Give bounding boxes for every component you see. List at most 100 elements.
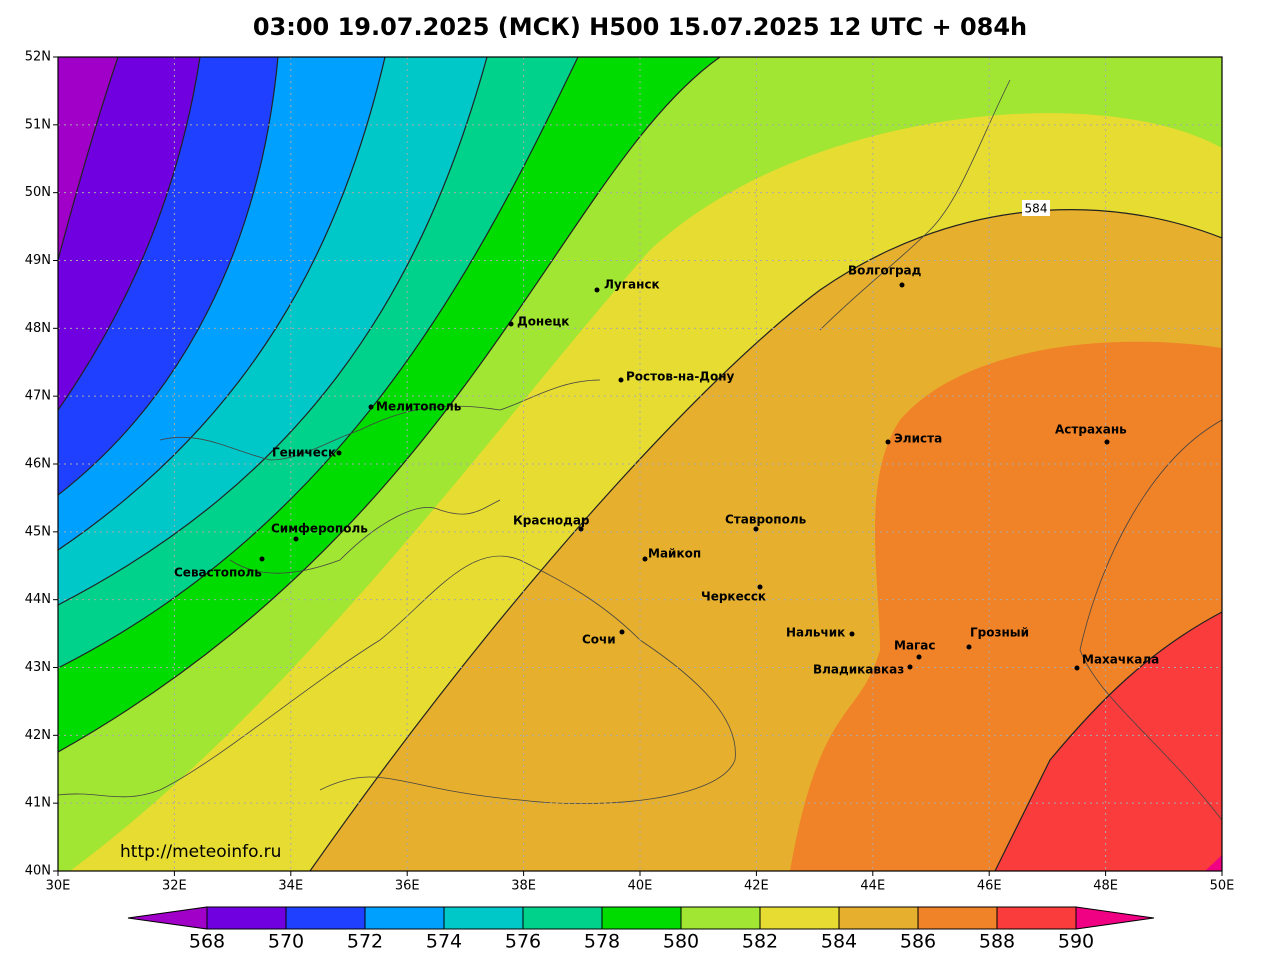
height-band	[1205, 855, 1222, 871]
city-dot	[642, 556, 648, 562]
colorbar-segment	[996, 906, 1077, 930]
lon-tick-label: 46E	[977, 879, 1002, 894]
lon-tick-label: 32E	[162, 879, 187, 894]
city-dot	[885, 439, 891, 445]
lat-tick-label: 47N	[25, 389, 51, 404]
lat-tick-label: 51N	[25, 117, 51, 132]
cities: Луганск Донецк Ростов-на-Дону Мелитополь Ген…	[174, 264, 1159, 677]
colorbar-segment	[364, 906, 445, 930]
city-label: Магас	[894, 639, 936, 653]
city-label: Астрахань	[1055, 423, 1127, 437]
city-label: Ставрополь	[725, 513, 807, 527]
colorbar: 568 570 572 574 576 578 580 582 584 586 588 590	[127, 906, 1155, 953]
city-label: Черкесск	[701, 590, 766, 604]
colorbar-arrow-high	[1075, 906, 1155, 930]
colorbar-label: 586	[900, 931, 936, 953]
city-label: Майкоп	[648, 547, 701, 561]
city-dot	[753, 526, 759, 532]
city-dot	[508, 321, 514, 327]
city-label: Донецк	[517, 315, 569, 329]
city-label: Сочи	[582, 633, 616, 647]
city-dot	[1104, 439, 1110, 445]
lon-tick-label: 50E	[1210, 879, 1235, 894]
city-dot	[336, 450, 342, 456]
contours	[58, 57, 1222, 871]
lon-tick-label: 40E	[628, 879, 653, 894]
lon-tick-label: 34E	[278, 879, 303, 894]
city-dot	[966, 644, 972, 650]
lat-tick-label: 42N	[25, 728, 51, 743]
colorbar-segment	[522, 906, 603, 930]
city-label: Симферополь	[271, 522, 368, 536]
colorbar-segment	[206, 906, 287, 930]
contour-label-bg	[1022, 200, 1050, 216]
city-label: Мелитополь	[376, 400, 462, 414]
lon-tick-label: 42E	[744, 879, 769, 894]
city-label: Ростов-на-Дону	[626, 370, 735, 384]
city-dot	[757, 584, 763, 590]
city-dot	[594, 287, 600, 293]
city-label: Севастополь	[174, 566, 262, 580]
colorbar-label: 580	[663, 931, 699, 953]
city-dot	[259, 556, 265, 562]
lat-tick-label: 52N	[25, 50, 51, 65]
lat-tick-label: 43N	[25, 660, 51, 675]
colorbar-label: 590	[1058, 931, 1094, 953]
lat-tick-label: 49N	[25, 253, 51, 268]
city-label: Геническ	[272, 446, 336, 460]
contour-label: 584	[1025, 202, 1048, 216]
colorbar-segment	[917, 906, 998, 930]
city-label: Махачкала	[1082, 653, 1159, 667]
lat-tick-label: 41N	[25, 796, 51, 811]
lon-tick-label: 44E	[860, 879, 885, 894]
lat-tick-label: 48N	[25, 321, 51, 336]
city-dot	[578, 526, 584, 532]
city-label: Краснодар	[513, 514, 590, 528]
city-dot	[916, 654, 922, 660]
colorbar-label: 572	[347, 931, 383, 953]
colorbar-arrow-low	[127, 906, 208, 930]
city-dot	[618, 377, 624, 383]
city-label: Нальчик	[786, 626, 845, 640]
city-dot	[899, 282, 905, 288]
colorbar-label: 576	[505, 931, 541, 953]
city-dot	[1074, 665, 1080, 671]
colorbar-segment	[443, 906, 524, 930]
colorbar-label: 578	[584, 931, 620, 953]
city-dot	[368, 404, 374, 410]
lat-tick-label: 50N	[25, 185, 51, 200]
city-label: Грозный	[970, 626, 1029, 640]
colorbar-segment	[285, 906, 366, 930]
colorbar-segment	[601, 906, 682, 930]
city-label: Волгоград	[848, 264, 922, 278]
city-dot	[293, 536, 299, 542]
coastlines	[58, 79, 1222, 821]
colorbar-label: 568	[189, 931, 225, 953]
lon-tick-label: 36E	[395, 879, 420, 894]
height-band	[995, 612, 1222, 871]
colorbar-label: 588	[979, 931, 1015, 953]
map-frame	[57, 56, 1223, 872]
city-dot	[849, 631, 855, 637]
city-label: Владикавказ	[813, 663, 904, 677]
colorbar-label: 570	[268, 931, 304, 953]
city-dot	[619, 629, 625, 635]
lon-tick-label: 30E	[46, 879, 71, 894]
colorbar-label: 584	[821, 931, 857, 953]
city-label: Луганск	[604, 278, 660, 292]
colorbar-segment	[680, 906, 761, 930]
lat-tick-label: 46N	[25, 457, 51, 472]
colorbar-label: 574	[426, 931, 462, 953]
colorbar-label: 582	[742, 931, 778, 953]
lon-tick-label: 38E	[511, 879, 536, 894]
city-dot	[907, 664, 913, 670]
lat-tick-label: 40N	[25, 864, 51, 879]
lat-tick-label: 45N	[25, 524, 51, 539]
city-label: Элиста	[894, 432, 942, 446]
title: 03:00 19.07.2025 (МСК) H500 15.07.2025 1…	[253, 13, 1027, 41]
lat-tick-label: 44N	[25, 592, 51, 607]
colorbar-segment	[838, 906, 919, 930]
colorbar-segment	[759, 906, 840, 930]
source-url: http://meteoinfo.ru	[120, 842, 281, 862]
